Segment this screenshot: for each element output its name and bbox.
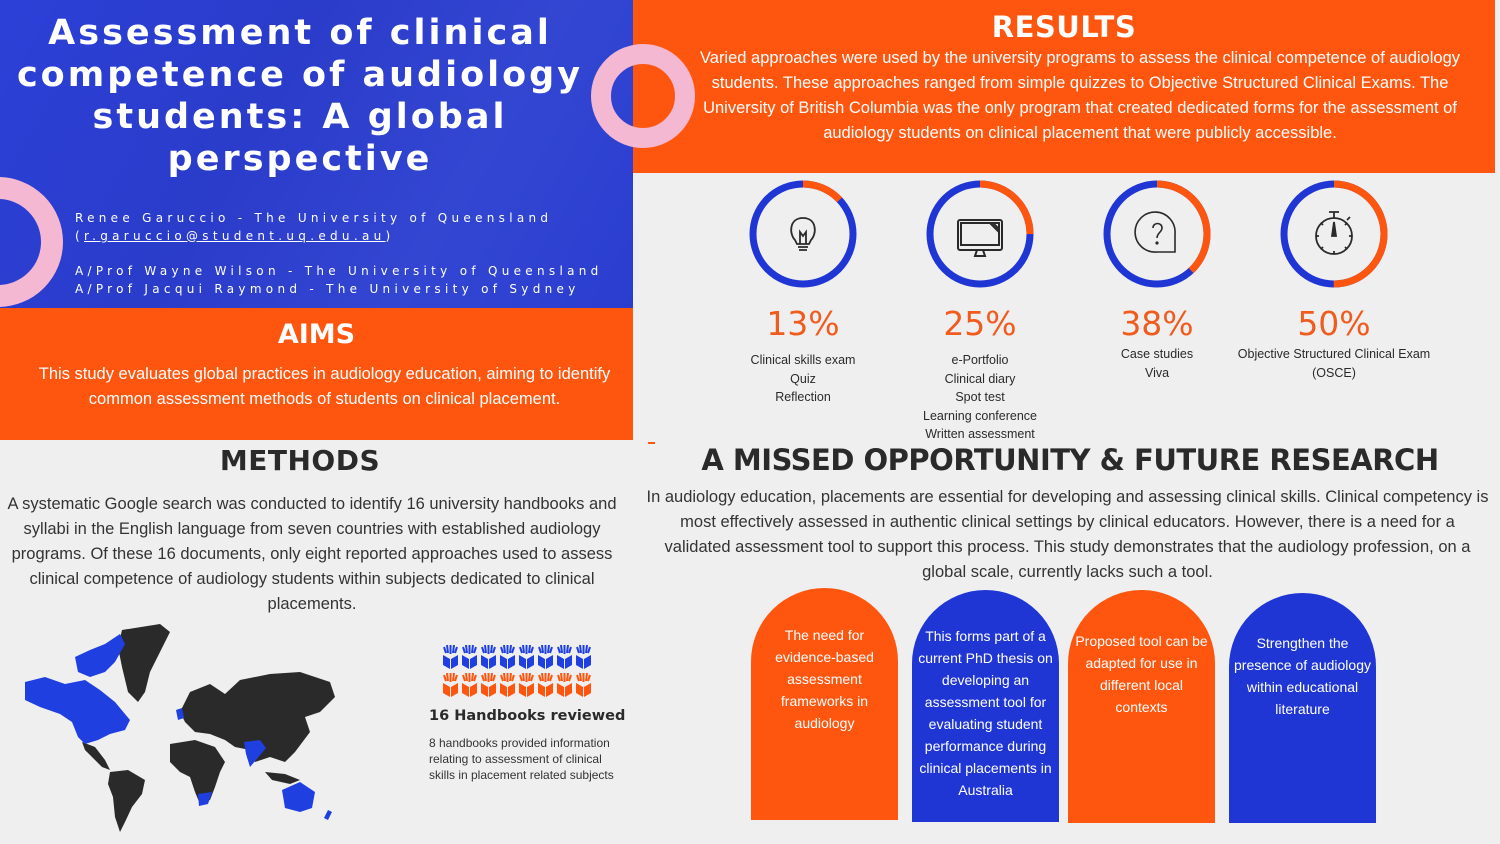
author-line: Renee Garuccio - The University of Queen… — [75, 210, 603, 228]
aims-text: This study evaluates global practices in… — [0, 362, 633, 412]
world-map-icon — [10, 622, 335, 837]
future-card: This forms part of a current PhD thesis … — [912, 590, 1059, 822]
monitor-icon — [958, 220, 1002, 256]
future-card: Proposed tool can be adapted for use in … — [1068, 590, 1215, 823]
book-icon — [499, 645, 516, 669]
paren-open: ( — [75, 229, 84, 243]
book-icon — [518, 673, 535, 697]
book-row-other — [442, 673, 594, 697]
author-line: A/Prof Wayne Wilson - The University of … — [75, 263, 603, 281]
future-card-text: Proposed tool can be adapted for use in … — [1075, 633, 1207, 715]
book-icon — [518, 645, 535, 669]
future-text: In audiology education, placements are e… — [645, 485, 1490, 585]
donut-chart — [924, 178, 1036, 290]
book-icon — [575, 645, 592, 669]
method-item: Spot test — [875, 388, 1085, 407]
donut-chart — [1278, 178, 1390, 290]
poster-title: Assessment of clinical competence of aud… — [10, 12, 590, 180]
book-icon — [480, 673, 497, 697]
results-section: RESULTS Varied approaches were used by t… — [633, 0, 1495, 173]
method-list: Objective Structured Clinical Exam (OSCE… — [1229, 345, 1439, 382]
future-heading: A MISSED OPPORTUNITY & FUTURE RESEARCH — [640, 443, 1500, 477]
future-card-text: Strengthen the presence of audiology wit… — [1234, 635, 1371, 717]
book-icon — [442, 673, 459, 697]
book-icon — [480, 645, 497, 669]
book-icon — [461, 645, 478, 669]
handbooks-title: 16 Handbooks reviewed — [429, 708, 625, 724]
book-icon — [556, 645, 573, 669]
book-icon — [575, 673, 592, 697]
results-text: Varied approaches were used by the unive… — [633, 46, 1495, 146]
author-email-link[interactable]: r.garuccio@student.uq.edu.au — [84, 229, 386, 243]
paren-close: ) — [386, 229, 395, 243]
author-list: Renee Garuccio - The University of Queen… — [75, 210, 603, 298]
book-row-reported — [442, 645, 594, 669]
author-email-line: (r.garuccio@student.uq.edu.au) — [75, 228, 603, 246]
stopwatch-icon — [1316, 212, 1352, 254]
book-icon — [499, 673, 516, 697]
decorative-ring — [591, 44, 695, 148]
title-panel: Assessment of clinical competence of aud… — [0, 0, 633, 308]
stat-50: 50% Objective Structured Clinical Exam (… — [1229, 178, 1439, 382]
method-item: Objective Structured Clinical Exam — [1229, 345, 1439, 364]
handbook-pictogram — [442, 645, 594, 701]
percent-label: 50% — [1229, 304, 1439, 344]
future-card: The need for evidence-based assessment f… — [751, 588, 898, 820]
donut-chart — [1101, 178, 1213, 290]
question-bubble-icon — [1135, 212, 1175, 252]
decorative-ring — [0, 177, 63, 307]
aims-heading: AIMS — [0, 318, 633, 352]
book-icon — [537, 645, 554, 669]
spacer — [75, 245, 603, 263]
method-item: Written assessment — [875, 425, 1085, 444]
future-card-text: This forms part of a current PhD thesis … — [918, 628, 1053, 798]
future-card-text: The need for evidence-based assessment f… — [775, 627, 874, 731]
donut-chart — [747, 178, 859, 290]
future-card: Strengthen the presence of audiology wit… — [1229, 593, 1376, 823]
lightbulb-icon — [791, 218, 815, 250]
results-heading: RESULTS — [633, 10, 1495, 44]
method-item: (OSCE) — [1229, 364, 1439, 383]
handbooks-text: 8 handbooks provided information relatin… — [429, 735, 629, 783]
book-icon — [537, 673, 554, 697]
methods-heading: METHODS — [0, 444, 600, 477]
method-item: Learning conference — [875, 407, 1085, 426]
aims-section: AIMS This study evaluates global practic… — [0, 308, 633, 440]
methods-text: A systematic Google search was conducted… — [2, 492, 622, 617]
book-icon — [442, 645, 459, 669]
book-icon — [461, 673, 478, 697]
book-icon — [556, 673, 573, 697]
author-line: A/Prof Jacqui Raymond - The University o… — [75, 281, 603, 299]
